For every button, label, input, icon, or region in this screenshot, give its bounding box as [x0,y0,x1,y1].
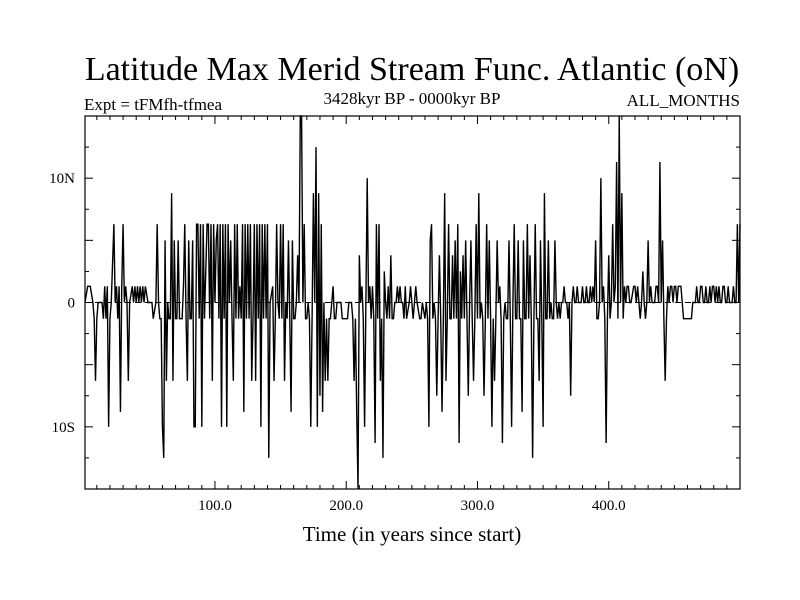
y-tick-label: 10N [49,171,75,187]
x-axis-title: Time (in years since start) [303,522,522,546]
y-tick-label: 0 [68,296,76,312]
chart-subtitle: 3428kyr BP - 0000kyr BP [324,89,501,108]
axis-ticks [85,116,740,489]
season-label: ALL_MONTHS [627,91,740,110]
plot-frame [84,115,741,490]
chart-title: Latitude Max Merid Stream Func. Atlantic… [85,51,739,88]
x-tick-label: 200.0 [329,498,363,514]
experiment-label: Expt = tFMfh-tfmea [84,95,222,114]
x-tick-label: 300.0 [461,498,495,514]
y-tick-label: 10S [52,420,75,436]
tick-labels: 100.0 200.0 300.0 400.0 10N 0 10S [49,171,625,514]
plot-area [84,115,741,490]
x-tick-label: 100.0 [198,498,232,514]
series-line [84,115,741,490]
x-tick-label: 400.0 [592,498,626,514]
